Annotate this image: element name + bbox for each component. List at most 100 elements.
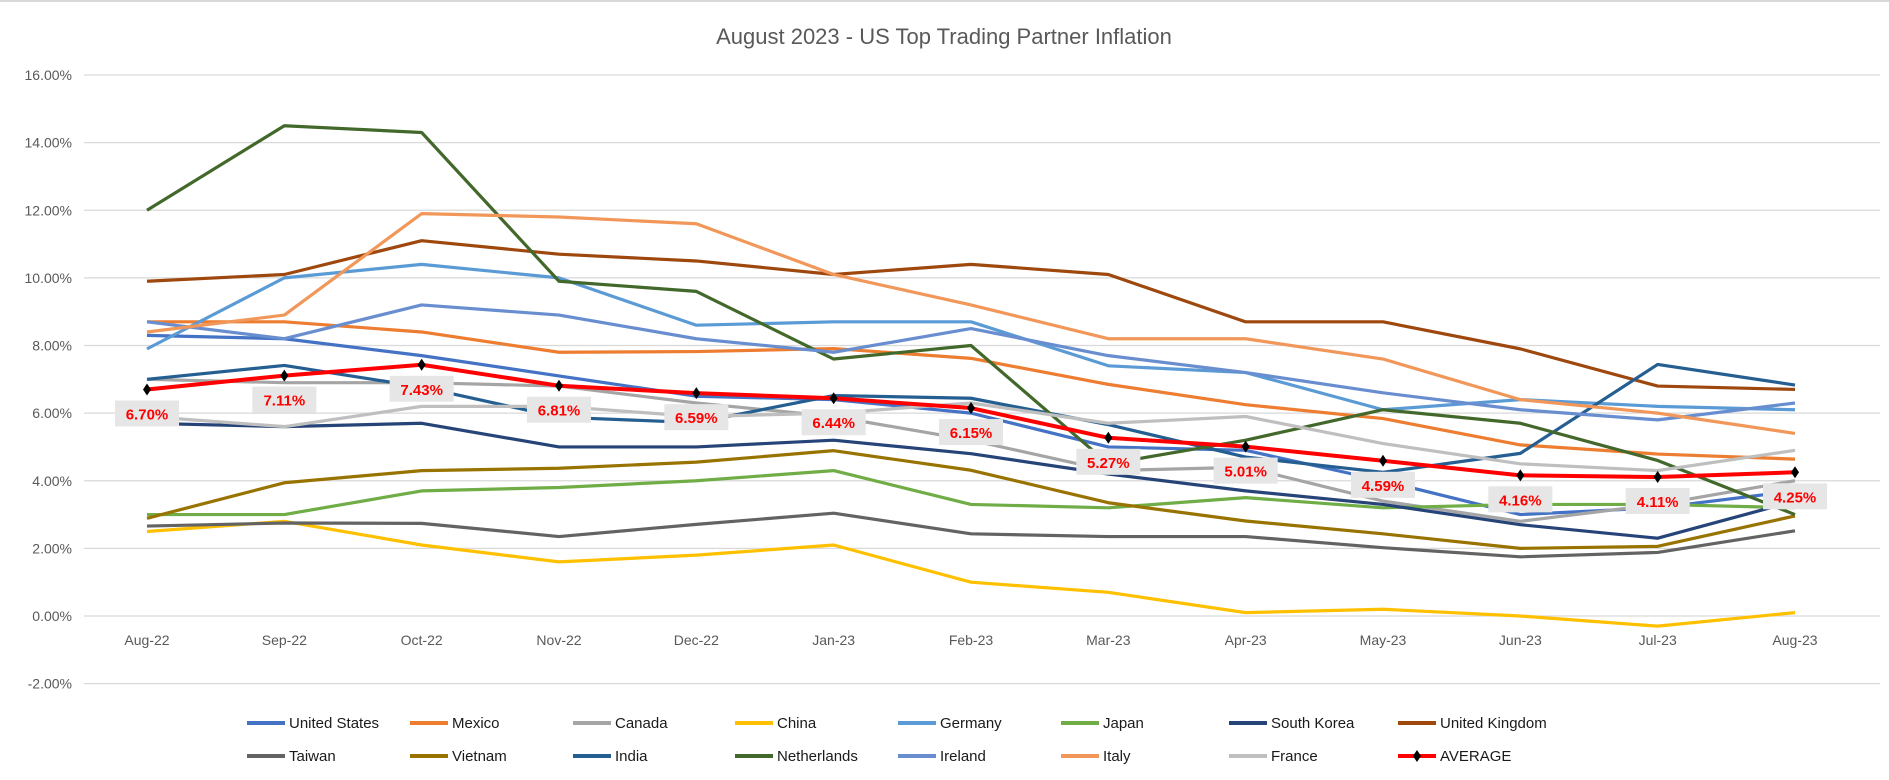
data-label-box (1076, 448, 1141, 475)
data-label: 6.70% (126, 406, 169, 423)
y-tick-label: 4.00% (32, 473, 72, 489)
data-label: 6.59% (675, 410, 718, 427)
y-tick-label: 8.00% (32, 338, 72, 354)
legend-item: Mexico (410, 715, 500, 732)
legend-item: France (1229, 748, 1318, 765)
series-line-south-korea (146, 421, 1796, 540)
x-tick-label: Apr-23 (1225, 632, 1267, 648)
legend-label: Taiwan (289, 748, 336, 765)
x-tick-label: Jan-23 (812, 632, 855, 648)
y-tick-label: 6.00% (32, 405, 72, 421)
x-tick-label: Sep-22 (262, 632, 307, 648)
legend-label: France (1271, 748, 1318, 765)
average-marker (1653, 471, 1662, 484)
legend-label: Japan (1103, 715, 1144, 732)
data-label: 6.15% (950, 425, 993, 442)
average-marker (1241, 440, 1250, 453)
average-marker (829, 392, 838, 405)
series-line-vietnam (146, 449, 1796, 550)
y-axis-ticks: -2.00% 0.00% 2.00% 4.00% 6.00% 8.00% 10.00% 12.… (25, 67, 72, 692)
legend-item: Netherlands (735, 748, 858, 765)
data-labels: 6.70% 7.11% 7.43% 6.81% 6.59% 6.44% 6.15% 5.27%… (115, 375, 1827, 515)
legend: United States Mexico Canada China Germany Jap… (247, 715, 1547, 765)
legend-item: Ireland (898, 748, 986, 765)
legend-label: United States (289, 715, 379, 732)
legend-label: Italy (1103, 748, 1131, 765)
average-marker (1791, 466, 1799, 479)
y-tick-label: 0.00% (32, 608, 72, 624)
data-label: 5.01% (1224, 464, 1267, 481)
series-line-italy (146, 212, 1796, 435)
average-marker (417, 358, 426, 371)
average-marker (967, 402, 975, 415)
legend-label: Germany (940, 715, 1002, 732)
average-marker (143, 383, 151, 396)
data-label-box (527, 396, 591, 423)
data-label: 6.44% (812, 415, 855, 432)
average-marker (692, 387, 701, 400)
legend-item: AVERAGE (1398, 748, 1511, 765)
legend-label: Vietnam (452, 748, 507, 765)
data-label-box (1763, 483, 1827, 510)
x-tick-label: Feb-23 (949, 632, 994, 648)
x-tick-label: May-23 (1360, 632, 1407, 648)
y-tick-label: -2.00% (28, 676, 72, 692)
legend-item: India (573, 748, 648, 765)
legend-item: Taiwan (247, 748, 336, 765)
average-marker (1516, 469, 1525, 482)
data-label: 4.25% (1774, 489, 1817, 506)
data-label-box (1625, 488, 1690, 515)
x-axis-ticks: Aug-22 Sep-22 Oct-22 Nov-22 Dec-22 Jan-23 Feb-… (124, 632, 1817, 648)
data-label-box (389, 375, 454, 402)
data-label-box (252, 386, 317, 413)
legend-item: Vietnam (410, 748, 507, 765)
legend-label: China (777, 715, 817, 732)
series-line-united-kingdom (146, 239, 1796, 392)
x-tick-label: Dec-22 (674, 632, 719, 648)
legend-item: Canada (573, 715, 668, 732)
legend-marker (1413, 750, 1421, 762)
data-label: 7.11% (263, 393, 305, 410)
legend-label: Netherlands (777, 748, 858, 765)
data-label: 5.27% (1087, 455, 1130, 472)
data-label: 4.59% (1362, 478, 1405, 495)
y-tick-label: 2.00% (32, 540, 72, 556)
data-label-box (664, 404, 729, 431)
average-marker (280, 369, 289, 382)
x-tick-label: Aug-22 (124, 632, 169, 648)
series-line-taiwan (146, 511, 1796, 559)
legend-label: United Kingdom (1440, 715, 1547, 732)
legend-item: Italy (1061, 748, 1131, 765)
legend-item: United States (247, 715, 379, 732)
x-tick-label: Jun-23 (1499, 632, 1542, 648)
chart-title: August 2023 - US Top Trading Partner Inf… (716, 24, 1172, 49)
series-line-china (146, 519, 1796, 628)
x-tick-label: Oct-22 (401, 632, 443, 648)
legend-label: Mexico (452, 715, 500, 732)
legend-item: South Korea (1229, 715, 1355, 732)
data-label: 4.11% (1637, 494, 1679, 511)
average-marker (555, 379, 563, 392)
data-label: 6.81% (538, 403, 581, 420)
legend-item: Japan (1061, 715, 1144, 732)
average-marker (1379, 454, 1387, 467)
x-tick-label: Mar-23 (1086, 632, 1131, 648)
data-label-box (1351, 471, 1415, 498)
legend-item: Germany (898, 715, 1002, 732)
data-label-box (1213, 457, 1278, 484)
x-tick-label: Nov-22 (536, 632, 581, 648)
series-line-netherlands (146, 124, 1796, 517)
y-tick-label: 12.00% (25, 202, 72, 218)
legend-label: India (615, 748, 648, 765)
legend-item: United Kingdom (1398, 715, 1547, 732)
legend-label: Ireland (940, 748, 986, 765)
x-tick-label: Aug-23 (1772, 632, 1817, 648)
series-line-mexico (147, 320, 1796, 461)
y-tick-label: 14.00% (25, 135, 72, 151)
legend-item: China (735, 715, 817, 732)
data-label-box (115, 400, 179, 427)
legend-label: Canada (615, 715, 668, 732)
legend-label: South Korea (1271, 715, 1355, 732)
data-label-box (801, 409, 866, 436)
